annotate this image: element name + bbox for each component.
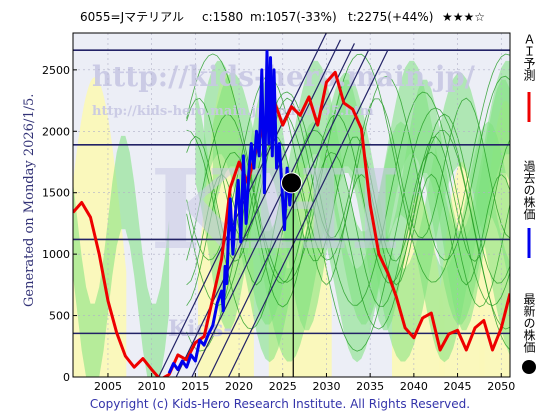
trend-line: [208, 50, 369, 377]
x-axis-ticks: 2005 2010 2015 2020 2025 2030 2035 2040 2045 2050: [94, 373, 515, 393]
x-tick-label: 2025: [269, 380, 297, 393]
legend-ai-forecast-label: ＡＩ予測: [522, 33, 536, 81]
y-tick-label: 0: [63, 371, 70, 384]
y-tick-label: 1000: [42, 248, 70, 261]
y-tick-label: 2500: [42, 64, 70, 77]
x-tick-label: 2050: [487, 380, 515, 393]
legend: [522, 92, 536, 374]
trend-line: [191, 43, 355, 377]
band-curve: [186, 129, 510, 330]
x-tick-label: 2015: [181, 380, 209, 393]
band-green: [239, 121, 510, 363]
copyright-footer: Copyright (c) Kids-Hero Research Institu…: [89, 397, 471, 411]
x-tick-label: 2035: [356, 380, 384, 393]
generated-date-label: Generated on Monday 2026/1/5.: [22, 93, 37, 307]
band-curve: [186, 113, 510, 284]
band-curve: [186, 91, 510, 307]
legend-past-price-label: 過去の株価: [522, 160, 536, 220]
latest-price-dot: [281, 172, 302, 194]
header-min-price: m:1057(-33%): [250, 10, 337, 24]
trend-line: [175, 39, 341, 377]
band-curve: [186, 53, 510, 283]
latest-marker-layer: [281, 172, 302, 377]
band-curve: [186, 75, 510, 261]
band-green: [73, 135, 170, 377]
y-tick-label: 2000: [42, 125, 70, 138]
header-current-price: c:1580: [202, 10, 243, 24]
chart-header: 6055=Jマテリアル c:1580 m:1057(-33%) t:2275(+…: [80, 10, 485, 24]
trend-line: [228, 50, 389, 377]
header-code-name: 6055=Jマテリアル: [80, 10, 184, 24]
plot-frame: [72, 32, 511, 378]
y-axis-ticks: 0 500 1000 1500 2000 2500: [42, 64, 77, 384]
x-tick-label: 2040: [400, 380, 428, 393]
x-tick-label: 2020: [225, 380, 253, 393]
legend-latest-price-label: 最新の株価: [522, 293, 536, 353]
past-price-line: [167, 49, 293, 374]
x-tick-label: 2010: [138, 380, 166, 393]
y-tick-label: 500: [49, 310, 70, 323]
watermark-url: http://kids-hero.main.jp/: [92, 60, 476, 93]
watermark-url-code: http://kids-hero.main.jp/code6055.htm: [92, 104, 374, 119]
x-tick-label: 2030: [312, 380, 340, 393]
legend-latest-dot: [522, 360, 536, 374]
series-layer: [73, 49, 510, 377]
x-tick-label: 2005: [94, 380, 122, 393]
header-target-price: t:2275(+44%): [348, 10, 433, 24]
header-rating-stars: ★★★☆: [442, 10, 485, 24]
y-tick-label: 1500: [42, 187, 70, 200]
ai-forecast-line: [73, 70, 510, 377]
x-tick-label: 2045: [444, 380, 472, 393]
